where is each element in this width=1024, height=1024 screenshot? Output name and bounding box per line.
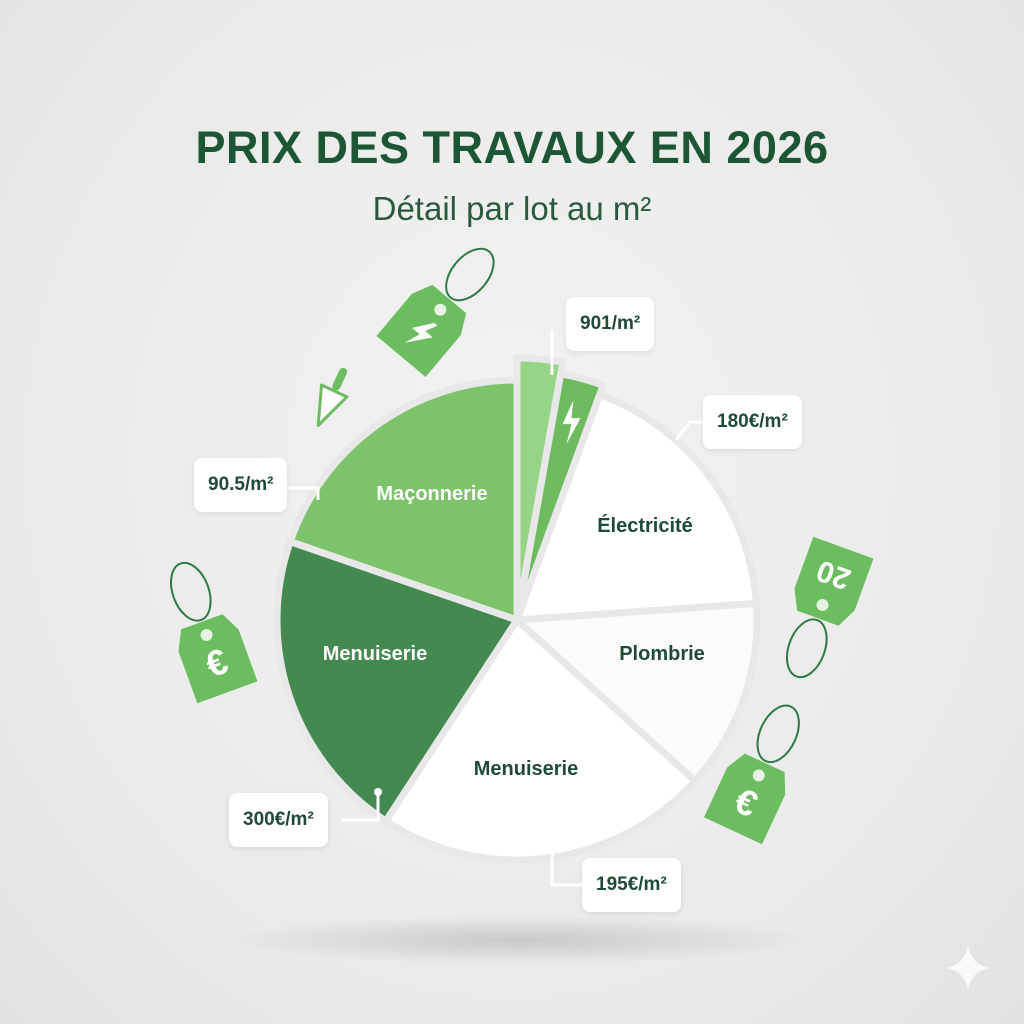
callout-leader-line (674, 420, 703, 441)
tag-hole (816, 599, 829, 612)
lightning-icon (562, 400, 581, 445)
slice-label: Menuiserie (323, 643, 427, 665)
callout-anchor-dot (374, 788, 382, 796)
pie-slice (273, 538, 521, 825)
lightning-icon (404, 323, 438, 343)
tag-string (445, 247, 495, 302)
chart-title: PRIX DES TRAVAUX EN 2026 (195, 122, 829, 173)
tag-hole (200, 628, 213, 641)
slice-label: Électricité (597, 514, 693, 537)
callout-electricite: 180€/m² (703, 395, 802, 449)
callout-leader-line (280, 486, 320, 500)
tag-body (178, 614, 258, 704)
tag-hole (752, 769, 765, 782)
slice-label: Maçonnerie (376, 483, 487, 505)
callout-menuiserie-dark: 300€/m² (229, 793, 328, 847)
callout-leader-line (550, 845, 582, 887)
trowel-icon (316, 367, 349, 427)
pie-slice (513, 391, 760, 624)
callout-maconnerie: 90.5/m² (194, 458, 288, 512)
pie-slice (382, 616, 699, 864)
price-tag-euro-right: € (703, 704, 800, 845)
tag-body (794, 536, 874, 626)
price-tag-20: 20 (786, 536, 874, 679)
tag-string (756, 704, 800, 764)
pie-shadow (220, 915, 820, 965)
chart-subtitle: Détail par lot au m² (372, 190, 652, 227)
callout-slice-1: 901/m² (566, 297, 655, 351)
slice-label: Plombrie (619, 643, 705, 665)
price-tag-lightning (376, 247, 495, 378)
pie-slice (286, 376, 521, 624)
tag-hole (434, 303, 447, 316)
slice-label: Menuiserie (474, 758, 578, 780)
sparkle-icon (946, 945, 990, 990)
callout-leader-line (341, 792, 380, 822)
tag-string (786, 618, 828, 679)
tag-body (703, 753, 786, 845)
callout-menuiserie-white: 195€/m² (582, 858, 681, 912)
pie-slice (513, 599, 761, 785)
tag-string (170, 561, 212, 622)
price-tag-euro-left: € (170, 561, 258, 704)
